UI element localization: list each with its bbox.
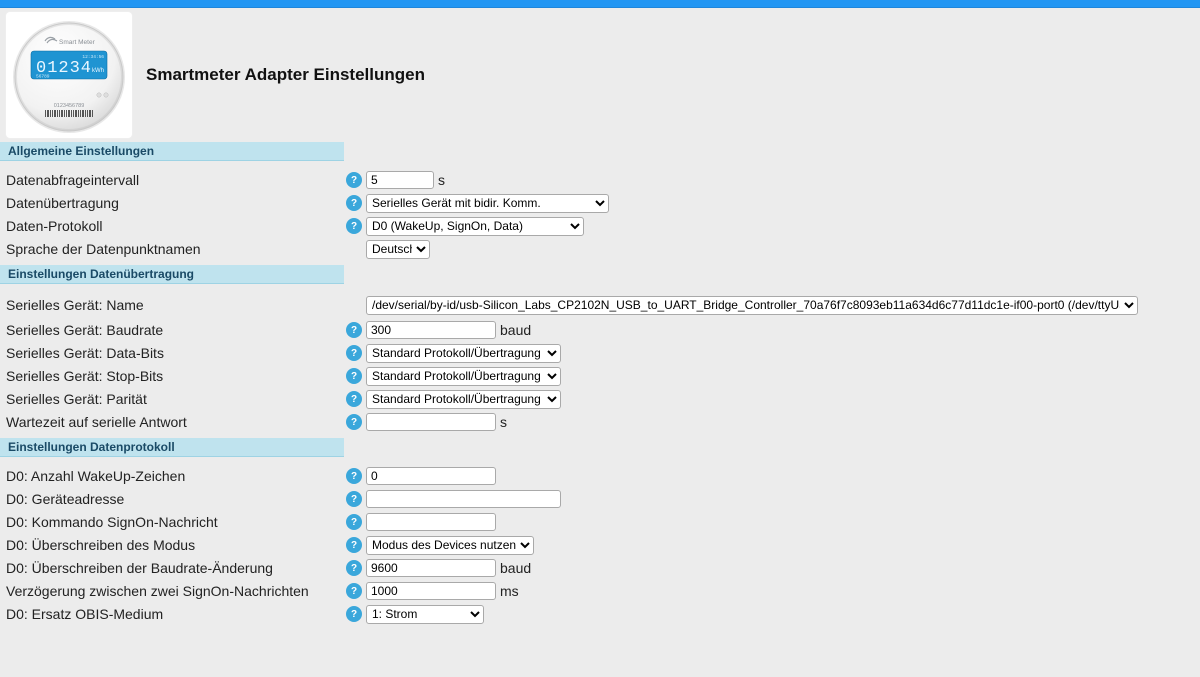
help-icon[interactable]: ? (346, 537, 362, 553)
label-parity: Serielles Gerät: Parität (6, 391, 346, 407)
page-title: Smartmeter Adapter Einstellungen (146, 65, 425, 85)
wakeup-input[interactable] (366, 467, 496, 485)
label-wakeup: D0: Anzahl WakeUp-Zeichen (6, 468, 346, 484)
label-wait-serial: Wartezeit auf serielle Antwort (6, 414, 346, 430)
protocol-select[interactable]: D0 (WakeUp, SignOn, Data) (366, 217, 584, 236)
help-icon[interactable]: ? (346, 491, 362, 507)
help-icon[interactable]: ? (346, 368, 362, 384)
help-icon[interactable]: ? (346, 606, 362, 622)
svg-text:56789: 56789 (36, 74, 50, 80)
unit-ms: ms (500, 583, 519, 599)
signon-delay-input[interactable] (366, 582, 496, 600)
smartmeter-icon: Smart Meter 12:34:56 01234 kWh 56789 012… (9, 15, 129, 135)
mode-override-select[interactable]: Modus des Devices nutzen (366, 536, 534, 555)
unit-baud: baud (500, 560, 531, 576)
serial-name-select[interactable]: /dev/serial/by-id/usb-Silicon_Labs_CP210… (366, 296, 1138, 315)
unit-seconds: s (438, 172, 445, 188)
baud-input[interactable] (366, 321, 496, 339)
wait-serial-input[interactable] (366, 413, 496, 431)
help-icon[interactable]: ? (346, 345, 362, 361)
help-icon[interactable]: ? (346, 218, 362, 234)
svg-text:kWh: kWh (92, 68, 104, 74)
label-devaddr: D0: Geräteadresse (6, 491, 346, 507)
label-signon-delay: Verzögerung zwischen zwei SignOn-Nachric… (6, 583, 346, 599)
label-signon-cmd: D0: Kommando SignOn-Nachricht (6, 514, 346, 530)
help-icon[interactable]: ? (346, 583, 362, 599)
form-general: Datenabfrageintervall ? s Datenübertragu… (0, 169, 1200, 273)
databits-select[interactable]: Standard Protokoll/Übertragung (366, 344, 561, 363)
label-baud: Serielles Gerät: Baudrate (6, 322, 346, 338)
help-icon[interactable]: ? (346, 414, 362, 430)
section-protocol: Einstellungen Datenprotokoll (0, 438, 344, 457)
interval-input[interactable] (366, 171, 434, 189)
label-protocol: Daten-Protokoll (6, 218, 346, 234)
stopbits-select[interactable]: Standard Protokoll/Übertragung (366, 367, 561, 386)
help-icon[interactable]: ? (346, 514, 362, 530)
help-icon[interactable]: ? (346, 195, 362, 211)
help-icon[interactable]: ? (346, 560, 362, 576)
label-serial-name: Serielles Gerät: Name (6, 297, 346, 313)
devaddr-input[interactable] (366, 490, 561, 508)
form-transport: Serielles Gerät: Name /dev/serial/by-id/… (0, 292, 1200, 446)
label-lang: Sprache der Datenpunktnamen (6, 241, 346, 257)
label-baud-override: D0: Überschreiben der Baudrate-Änderung (6, 560, 346, 576)
help-icon[interactable]: ? (346, 322, 362, 338)
label-interval: Datenabfrageintervall (6, 172, 346, 188)
lang-select[interactable]: Deutsch (366, 240, 430, 259)
label-transport: Datenübertragung (6, 195, 346, 211)
help-icon[interactable]: ? (346, 468, 362, 484)
label-stopbits: Serielles Gerät: Stop-Bits (6, 368, 346, 384)
unit-seconds: s (500, 414, 507, 430)
transport-select[interactable]: Serielles Gerät mit bidir. Komm. (366, 194, 609, 213)
obis-medium-select[interactable]: 1: Strom (366, 605, 484, 624)
help-icon[interactable]: ? (346, 391, 362, 407)
signon-cmd-input[interactable] (366, 513, 496, 531)
svg-text:Smart Meter: Smart Meter (59, 39, 96, 46)
label-databits: Serielles Gerät: Data-Bits (6, 345, 346, 361)
top-bar (0, 0, 1200, 8)
section-transport: Einstellungen Datenübertragung (0, 265, 344, 284)
help-icon[interactable]: ? (346, 172, 362, 188)
parity-select[interactable]: Standard Protokoll/Übertragung (366, 390, 561, 409)
unit-baud: baud (500, 322, 531, 338)
baud-override-input[interactable] (366, 559, 496, 577)
header: Smart Meter 12:34:56 01234 kWh 56789 012… (0, 8, 1200, 138)
label-obis-medium: D0: Ersatz OBIS-Medium (6, 606, 346, 622)
svg-text:0123456789: 0123456789 (54, 103, 85, 109)
form-protocol: D0: Anzahl WakeUp-Zeichen ? D0: Gerätead… (0, 465, 1200, 638)
label-mode-override: D0: Überschreiben des Modus (6, 537, 346, 553)
adapter-logo: Smart Meter 12:34:56 01234 kWh 56789 012… (6, 12, 132, 138)
section-general: Allgemeine Einstellungen (0, 142, 344, 161)
